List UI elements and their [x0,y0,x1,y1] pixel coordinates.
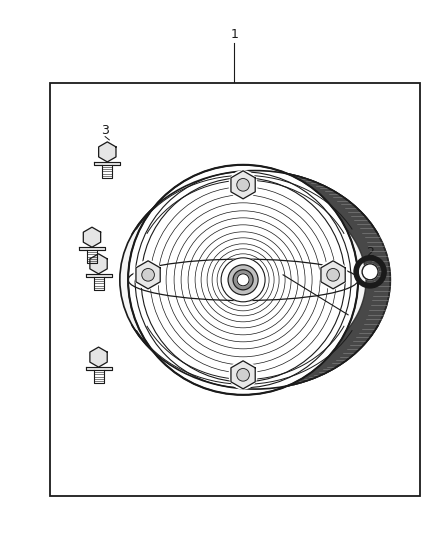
Circle shape [319,261,347,289]
Polygon shape [94,162,120,165]
Circle shape [229,361,257,389]
Polygon shape [79,247,105,250]
Circle shape [221,258,265,302]
Circle shape [228,265,258,295]
Text: 2: 2 [366,246,374,259]
Polygon shape [90,254,107,274]
Polygon shape [94,277,103,290]
Text: 3: 3 [101,124,109,137]
Polygon shape [321,261,345,289]
Ellipse shape [120,171,390,389]
Polygon shape [136,261,160,289]
Polygon shape [90,347,107,367]
Polygon shape [94,370,103,383]
Circle shape [229,171,257,199]
Circle shape [327,269,339,281]
Circle shape [142,269,154,281]
Polygon shape [87,250,97,263]
Circle shape [362,264,378,280]
Circle shape [233,270,253,290]
Polygon shape [231,361,255,389]
Text: 1: 1 [230,28,238,41]
Bar [50,83,420,496]
Polygon shape [99,142,116,162]
Circle shape [128,165,358,395]
Polygon shape [262,171,390,389]
Circle shape [134,261,162,289]
Circle shape [237,368,249,381]
Polygon shape [231,171,255,199]
Polygon shape [83,227,101,247]
Polygon shape [85,367,112,370]
Circle shape [237,179,249,191]
Circle shape [237,274,249,286]
Polygon shape [85,274,112,277]
Polygon shape [102,165,112,178]
